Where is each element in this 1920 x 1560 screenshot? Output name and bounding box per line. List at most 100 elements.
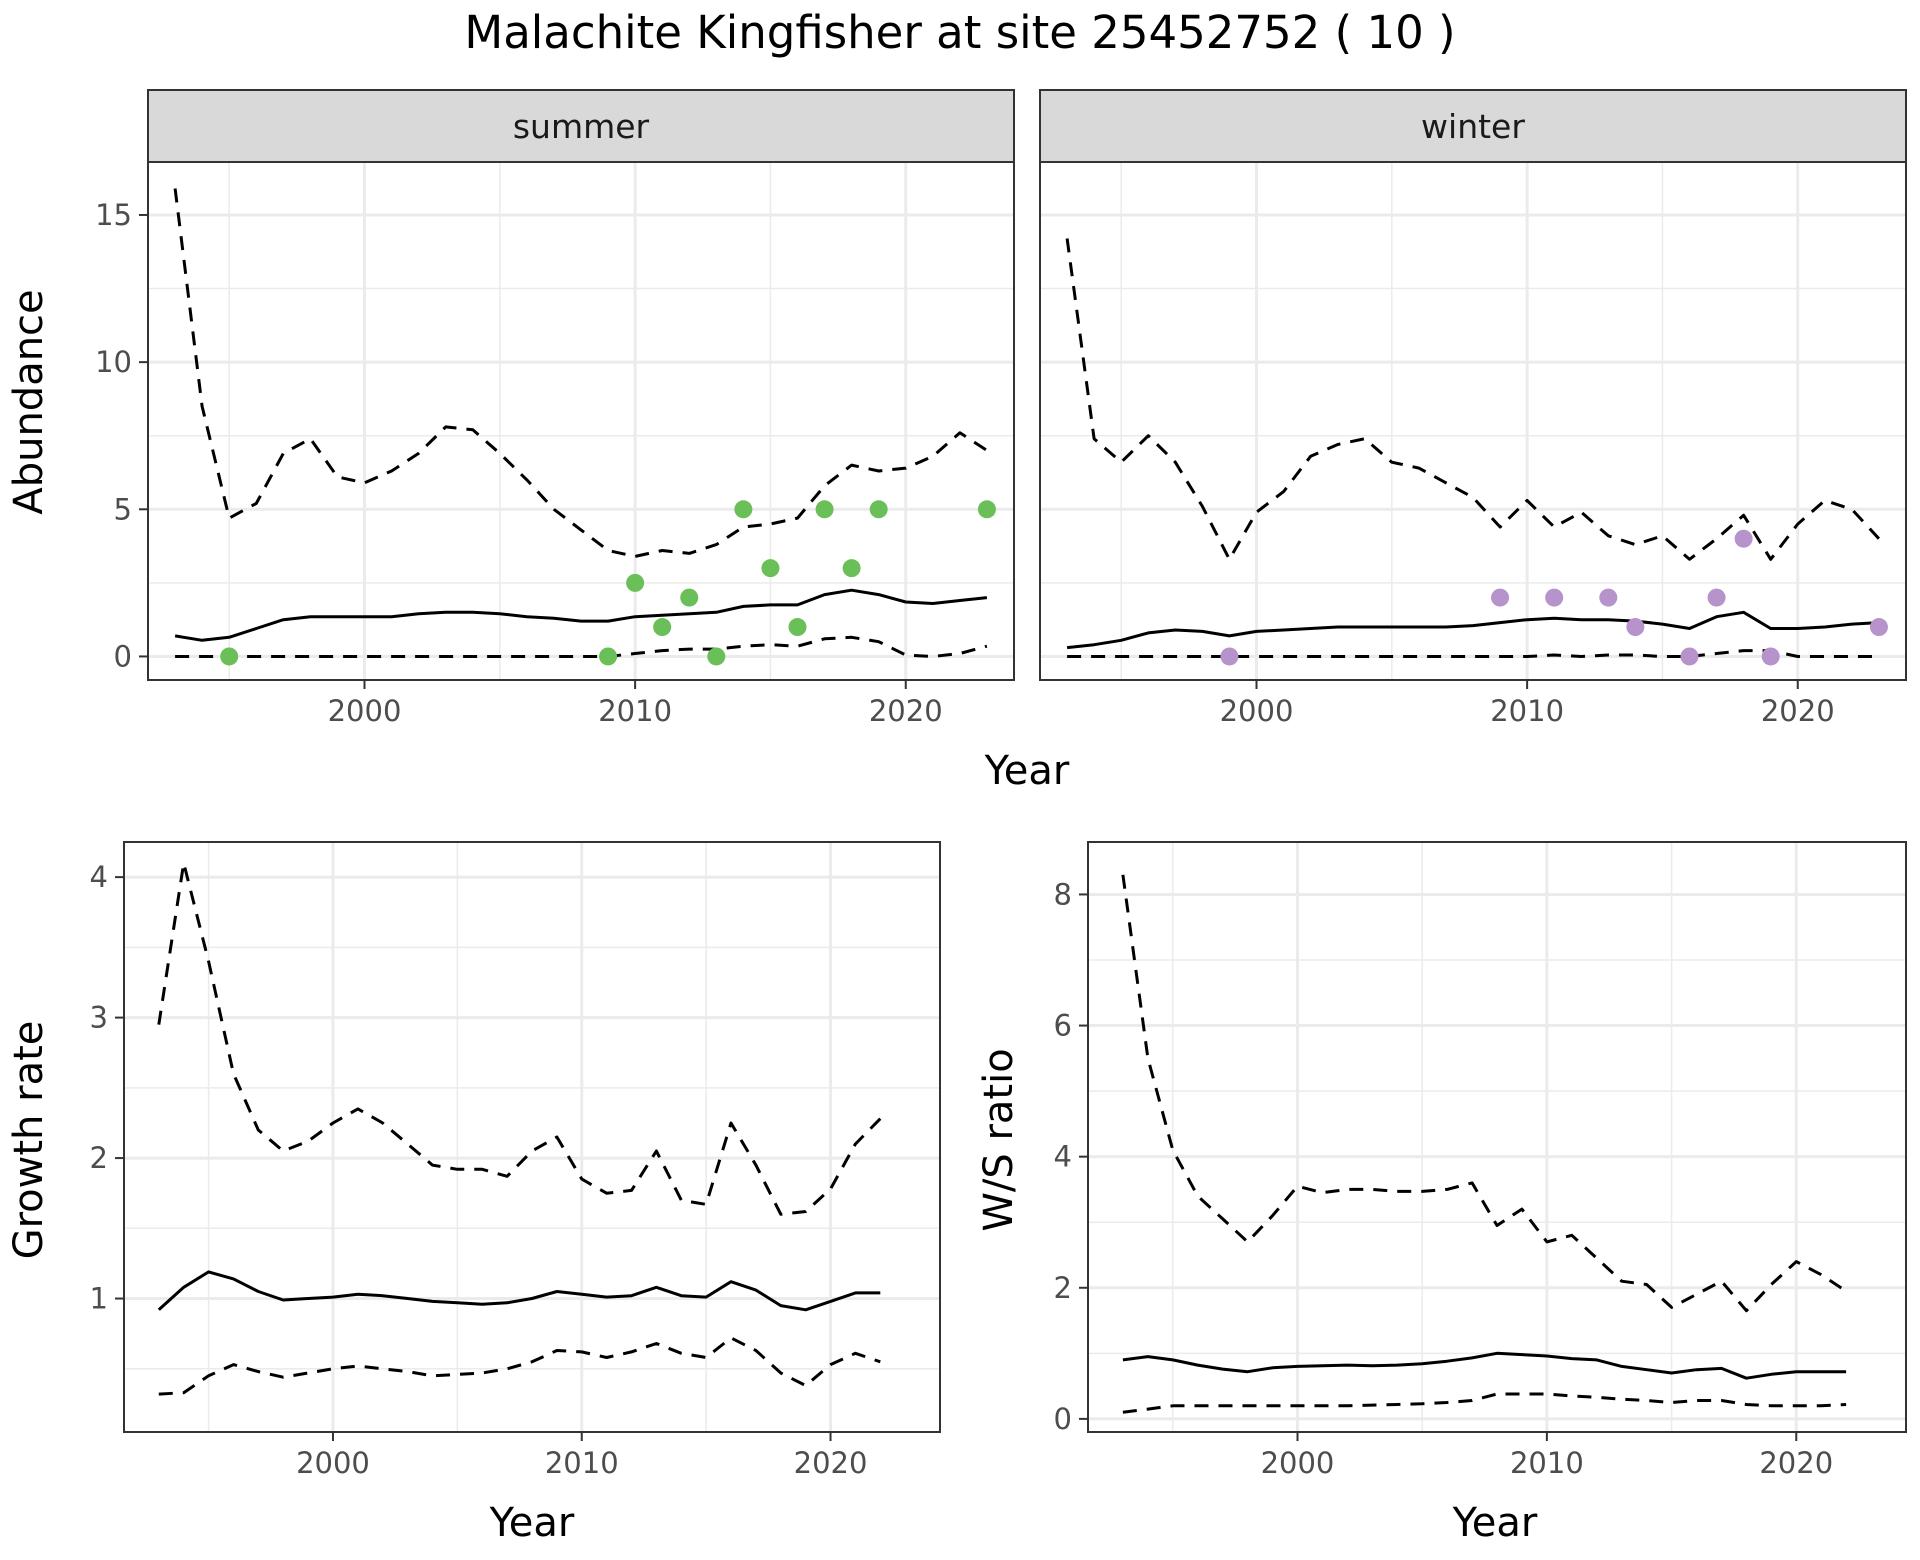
data-point [1680,647,1699,666]
data-point [626,573,645,592]
series-line-lower [175,635,988,658]
series-group [1065,238,1881,658]
panel-ws-ratio: 2000 2010 2020 0 2 4 6 8 Year W/S ratio [976,841,1907,1546]
panel-summer-abundance: summer 2000 2010 2020 0 5 10 15 Abundance [6,89,1015,728]
data-point [599,647,618,666]
plot-background [148,162,1014,680]
data-point [842,559,861,578]
panel-frame [1039,161,1907,681]
data-point [1220,647,1239,666]
x-axis-title: Year [1452,1500,1538,1546]
series-line-lower [1067,649,1879,658]
observed-points [220,500,996,666]
y-axis-ticks: 0 5 10 15 [95,198,148,673]
series-line-lower [158,1336,881,1396]
y-tick-label: 1 [90,1282,108,1316]
observed-points [1220,529,1888,666]
y-axis-ticks: 1 2 3 4 [90,860,124,1316]
y-axis-title: W/S ratio [976,1048,1022,1231]
data-point [1707,588,1726,607]
data-point [1869,618,1888,637]
y-tick-label: 2 [90,1141,108,1175]
strip-summer [147,89,1015,163]
y-tick-label: 0 [1054,1402,1072,1436]
series-line-lower [1122,1392,1847,1414]
series-group [157,861,882,1396]
panel-frame [123,841,941,1433]
series-line-estimate [1122,1351,1847,1380]
series-group [173,188,988,658]
y-tick-label: 4 [1054,1140,1072,1174]
y-axis-title: Abundance [6,289,52,514]
x-tick-label: 2010 [1510,1446,1584,1480]
series-line-estimate [1066,610,1879,650]
data-point [1626,618,1645,637]
data-point [815,500,834,519]
x-axis-ticks: 2000 2010 2020 [1261,1432,1833,1480]
data-point [680,588,699,607]
panel-growth-rate: 2000 2010 2020 1 2 3 4 Year Growth rate [6,841,941,1546]
y-axis-title: Growth rate [6,1021,52,1260]
x-tick-label: 2020 [1761,694,1835,728]
x-tick-label: 2000 [1261,1446,1335,1480]
series-line-upper [1065,238,1881,561]
data-point [1761,647,1780,666]
x-tick-label: 2010 [1490,694,1564,728]
chart-title: Malachite Kingfisher at site 25452752 ( … [464,6,1455,59]
panel-winter-abundance: winter 2000 2010 2020 [1039,89,1907,728]
panel-frame [1087,841,1907,1433]
grid [1040,162,1906,680]
data-point [1491,588,1510,607]
x-axis-title: Year [489,1500,575,1546]
grid [148,162,1014,680]
plot-background [124,842,940,1432]
strip-label-winter: winter [1421,107,1525,146]
series-line-upper [1121,874,1847,1313]
plot-background [1088,842,1906,1432]
data-point [1545,588,1564,607]
y-axis-ticks: 0 2 4 6 8 [1054,877,1088,1436]
data-point [220,647,239,666]
y-tick-label: 5 [114,492,132,526]
y-tick-label: 15 [95,198,132,232]
x-tick-label: 2000 [328,694,402,728]
data-point [653,618,672,637]
series-group [1121,874,1847,1414]
x-tick-label: 2020 [794,1446,868,1480]
data-point [734,500,753,519]
data-point [761,559,780,578]
data-point [788,618,807,637]
data-point [869,500,888,519]
plot-background [1040,162,1906,680]
series-line-upper [157,861,882,1216]
x-axis-ticks: 2000 2010 2020 [328,680,943,728]
strip-label-summer: summer [513,107,650,146]
data-point [1599,588,1618,607]
x-axis-title-abundance: Year [984,748,1070,794]
series-line-estimate [174,588,988,642]
data-point [707,647,726,666]
y-tick-label: 6 [1054,1009,1072,1043]
y-tick-label: 0 [114,639,132,673]
y-tick-label: 8 [1054,877,1072,911]
data-point [1734,529,1753,548]
x-tick-label: 2020 [1759,1446,1833,1480]
y-tick-label: 3 [90,1001,108,1035]
x-tick-label: 2010 [598,694,672,728]
y-tick-label: 2 [1054,1271,1072,1305]
data-point [977,500,996,519]
x-tick-label: 2000 [296,1446,370,1480]
x-tick-label: 2010 [545,1446,619,1480]
panel-frame [147,161,1015,681]
strip-winter [1039,89,1907,163]
x-tick-label: 2020 [869,694,943,728]
x-tick-label: 2000 [1220,694,1294,728]
series-line-estimate [157,1270,881,1312]
x-axis-ticks: 2000 2010 2020 [296,1432,867,1480]
grid [1088,842,1906,1432]
y-tick-label: 4 [90,860,108,894]
series-line-upper [173,188,988,558]
y-tick-label: 10 [95,345,132,379]
